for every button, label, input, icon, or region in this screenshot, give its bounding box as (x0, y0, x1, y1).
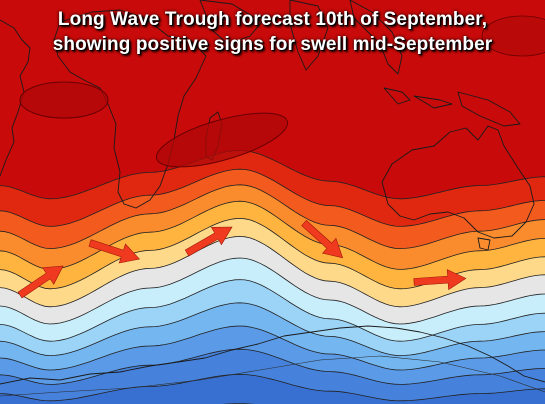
pressure-cells (19, 15, 545, 168)
tasmania-coast (477, 237, 491, 251)
southeast-asia-coast (349, 0, 403, 75)
arrow-southern-indian-ocean (301, 219, 344, 259)
antarctica-inner-coast (0, 355, 545, 397)
arabia-coast (199, 0, 263, 45)
pressure-cell-southern-africa (155, 112, 289, 168)
pressure-cell-northeast (481, 15, 545, 57)
arrow-southwest-atlantic (17, 265, 64, 299)
india-coast (289, 0, 329, 71)
contour-line-3 (0, 184, 545, 250)
band-12 (0, 374, 545, 404)
contour-line-1 (0, 149, 545, 200)
contour-line-7 (0, 257, 545, 325)
contour-line-10 (0, 325, 545, 371)
indonesia-islands (383, 87, 521, 127)
south-america-coast (0, 19, 31, 177)
direction-arrows (17, 219, 467, 299)
headline-line-2: showing positive signs for swell mid-Sep… (52, 34, 493, 55)
contour-line-12 (0, 373, 545, 402)
contour-line-11 (0, 348, 545, 385)
australia-coast (381, 125, 535, 239)
arrow-south-africa (184, 226, 233, 257)
arrow-south-of-australia (413, 269, 467, 291)
africa-coast (53, 9, 207, 209)
pressure-cell-atlantic (19, 81, 109, 119)
arrow-south-atlantic (88, 239, 141, 264)
contour-line-9 (0, 302, 545, 357)
headline-line-1: Long Wave Trough forecast 10th of Septem… (57, 9, 488, 30)
contour-line-6 (0, 235, 545, 308)
contour-line-4 (0, 200, 545, 270)
contour-line-8 (0, 279, 545, 342)
antarctica-coast (0, 325, 545, 385)
